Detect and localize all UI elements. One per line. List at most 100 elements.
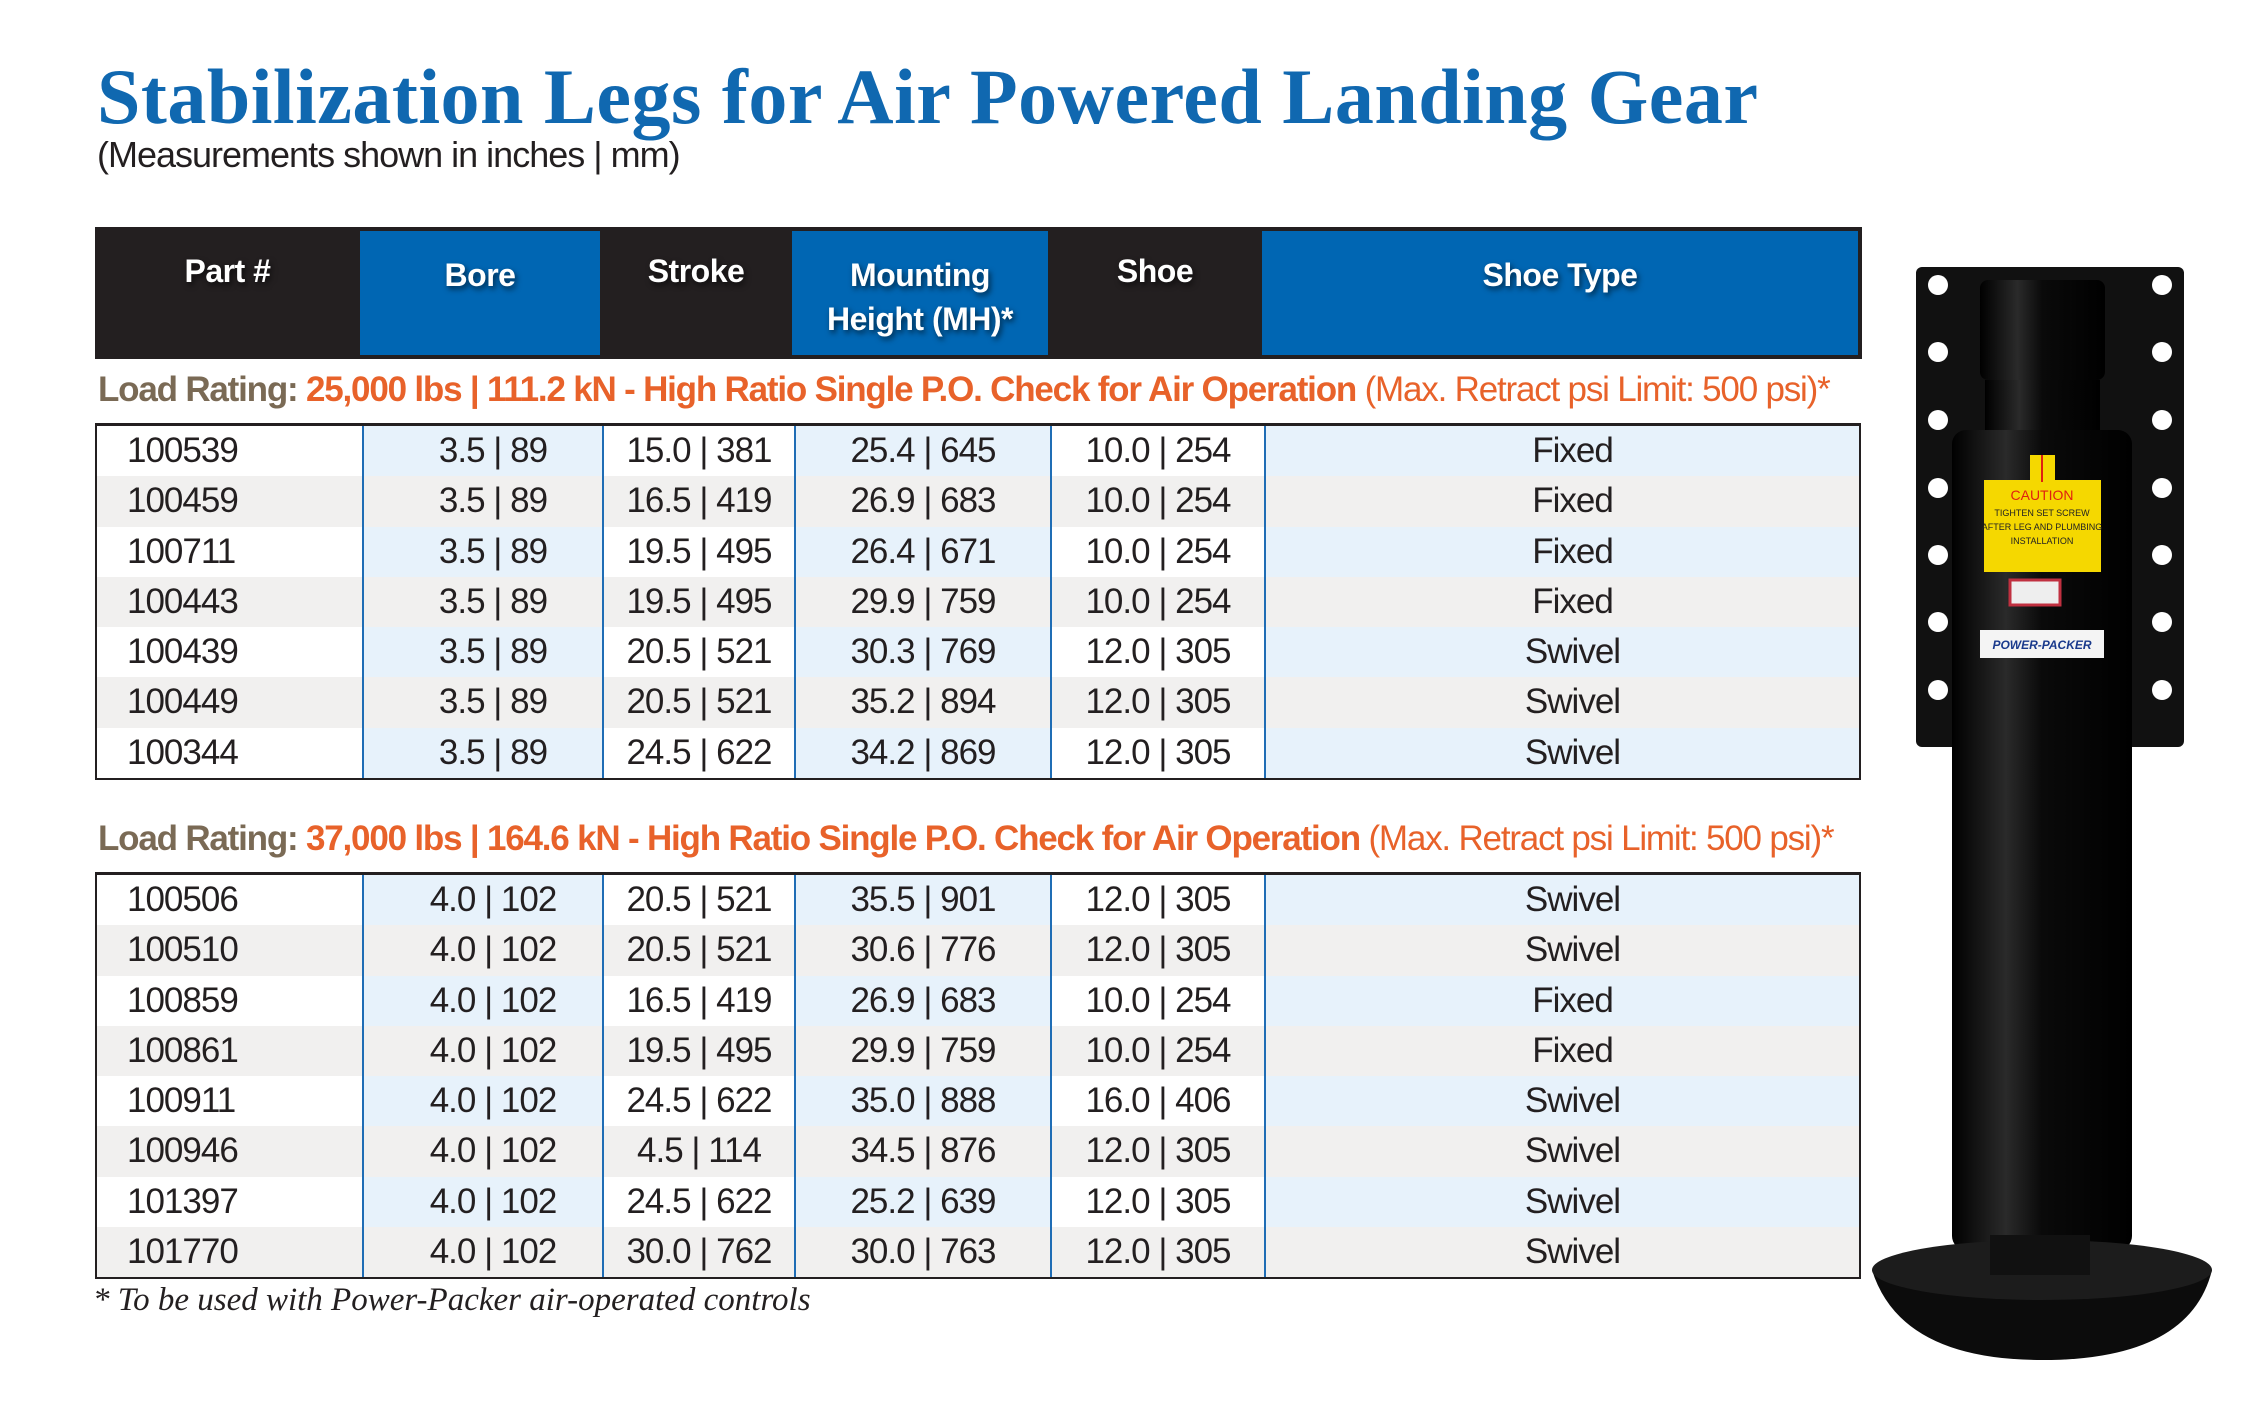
part-number-cell: 101397 [127,1181,239,1221]
part-number-cell: 100510 [97,925,362,976]
shoe-type-cell: Swivel [1264,677,1859,728]
table-25000: 100539 3.5 | 89 15.0 | 381 25.4 | 645 10.0 |… [95,423,1861,781]
shoe-type-cell: Fixed [1264,426,1859,477]
bore-cell: 4.0 | 102 [362,925,602,976]
part-number-cell: 100449 [97,677,362,728]
bore-cell: 3.5 | 89 [362,677,602,728]
part-number-cell: 100443 [97,576,362,628]
part-number-cell: 100539 [127,431,239,470]
page-subtitle: (Measurements shown in inches | mm) [97,134,681,175]
table-row: 100861 4.0 | 102 19.5 | 495 29.9 | 759 10.0 … [97,1025,1859,1077]
brand-label: POWER-PACKER [1992,638,2091,652]
load-note: (Max. Retract psi Limit: 500 psi)* [1368,819,1834,858]
table-row: 100946 4.0 | 102 4.5 | 114 34.5 | 876 12.0 |… [97,1126,1859,1177]
stroke-cell: 16.5 | 419 [602,476,794,527]
stroke-cell: 20.5 | 521 [602,925,794,976]
footnote: * To be used with Power-Packer air-opera… [93,1282,811,1318]
shoe-cell: 16.0 | 406 [1050,1076,1264,1127]
mounting-height-cell: 35.2 | 894 [794,677,1050,728]
part-number-cell: 100911 [127,1081,236,1121]
table-header: Part # Bore Stroke Mounting Height (MH)*… [95,227,1862,359]
stroke-cell: 24.5 | 622 [602,727,794,779]
table-row: 100449 3.5 | 89 20.5 | 521 35.2 | 894 12.0 |… [97,677,1859,728]
shoe-type-cell: Swivel [1264,727,1859,779]
table-row: 100539 3.5 | 89 15.0 | 381 25.4 | 645 10.0 |… [97,426,1859,477]
part-number-cell: 100711 [127,531,236,571]
stroke-cell: 19.5 | 495 [602,1025,794,1077]
shoe-cell: 10.0 | 254 [1050,526,1264,577]
mounting-height-cell: 29.9 | 759 [794,1025,1050,1077]
shoe-cell: 12.0 | 305 [1050,1176,1264,1228]
table-row: 100344 3.5 | 89 24.5 | 622 34.2 | 869 12.0 |… [97,727,1859,779]
stroke-cell: 15.0 | 381 [602,426,794,477]
stroke-cell: 19.5 | 495 [602,526,794,577]
shoe-cell: 12.0 | 305 [1050,1126,1264,1177]
header-bore: Bore [360,231,600,355]
bore-cell: 3.5 | 89 [362,526,602,577]
stroke-cell: 20.5 | 521 [602,627,794,678]
shoe-type-cell: Fixed [1264,526,1859,577]
load-rating-25000: Load Rating: 25,000 lbs | 111.2 kN - Hig… [98,370,1831,410]
mounting-height-cell: 35.0 | 888 [794,1076,1050,1127]
bore-cell: 3.5 | 89 [362,576,602,628]
part-number-cell: 100439 [127,632,239,672]
shoe-cell: 12.0 | 305 [1050,925,1264,976]
shoe-type-cell: Swivel [1264,1227,1859,1278]
table-row: 100439 3.5 | 89 20.5 | 521 30.3 | 769 12.0 |… [97,627,1859,678]
header-shoe: Shoe [1116,253,1194,289]
table-37000: 100506 4.0 | 102 20.5 | 521 35.5 | 901 12.0 … [95,872,1861,1280]
stroke-cell: 16.5 | 419 [602,975,794,1026]
caution-text-line-1: TIGHTEN SET SCREW [1994,508,2090,518]
stroke-cell: 4.5 | 114 [602,1126,794,1177]
shoe-cell: 12.0 | 305 [1050,875,1264,926]
load-rating-37000: Load Rating: 37,000 lbs | 164.6 kN - Hig… [98,819,1835,859]
mounting-height-cell: 26.4 | 671 [794,526,1050,577]
shoe-cell: 10.0 | 254 [1050,1025,1264,1077]
stroke-cell: 30.0 | 762 [602,1227,794,1278]
shoe-cell: 10.0 | 254 [1050,426,1264,477]
stroke-cell: 19.5 | 495 [602,576,794,628]
shoe-cell: 12.0 | 305 [1050,677,1264,728]
product-photo: CAUTION TIGHTEN SET SCREW AFTER LEG AND … [1860,250,2260,1370]
mounting-height-cell: 35.5 | 901 [794,875,1050,926]
mounting-height-cell: 34.2 | 869 [794,727,1050,779]
table-row: 100506 4.0 | 102 20.5 | 521 35.5 | 901 12.0 … [97,875,1859,926]
shoe-type-cell: Swivel [1264,875,1859,926]
header-mounting-height: Mounting Height (MH)* [792,231,1048,355]
shoe-type-cell: Swivel [1264,627,1859,678]
stroke-cell: 20.5 | 521 [602,677,794,728]
load-note: (Max. Retract psi Limit: 500 psi)* [1364,370,1831,409]
mounting-height-cell: 25.2 | 639 [794,1176,1050,1228]
table-row: 101397 4.0 | 102 24.5 | 622 25.2 | 639 12.0 … [97,1176,1859,1228]
bore-cell: 4.0 | 102 [362,1176,602,1228]
caution-text-line-3: INSTALLATION [2011,536,2074,546]
load-label: Load Rating: [98,819,299,858]
shoe-type-cell: Fixed [1264,975,1859,1026]
part-number-cell: 100946 [97,1126,362,1177]
part-number-cell: 100344 [127,732,239,772]
mounting-height-cell: 34.5 | 876 [794,1126,1050,1177]
shoe-cell: 12.0 | 305 [1050,627,1264,678]
shoe-cell: 12.0 | 305 [1050,1227,1264,1278]
header-stroke: Stroke [647,253,745,289]
stroke-cell: 24.5 | 622 [602,1076,794,1127]
shoe-type-cell: Fixed [1264,576,1859,628]
mounting-height-cell: 26.9 | 683 [794,975,1050,1026]
part-number-cell: 101770 [97,1227,362,1278]
part-number-cell: 100506 [127,880,239,919]
table-row: 100911 4.0 | 102 24.5 | 622 35.0 | 888 16.0 … [97,1076,1859,1127]
shoe-cell: 12.0 | 305 [1050,727,1264,779]
table-row: 101770 4.0 | 102 30.0 | 762 30.0 | 763 12.0 … [97,1227,1859,1278]
shoe-type-cell: Swivel [1264,1176,1859,1228]
bore-cell: 3.5 | 89 [362,627,602,678]
bore-cell: 3.5 | 89 [362,426,602,477]
page-title: Stabilization Legs for Air Powered Landi… [97,53,1759,140]
header-shoe-type: Shoe Type [1262,231,1858,355]
bore-cell: 4.0 | 102 [362,975,602,1026]
table-row: 100711 3.5 | 89 19.5 | 495 26.4 | 671 10.0 |… [97,526,1859,577]
shoe-type-cell: Swivel [1264,925,1859,976]
bore-cell: 4.0 | 102 [362,1076,602,1127]
part-number-cell: 100459 [97,476,362,527]
load-label: Load Rating: [98,370,299,409]
mounting-height-cell: 30.0 | 763 [794,1227,1050,1278]
